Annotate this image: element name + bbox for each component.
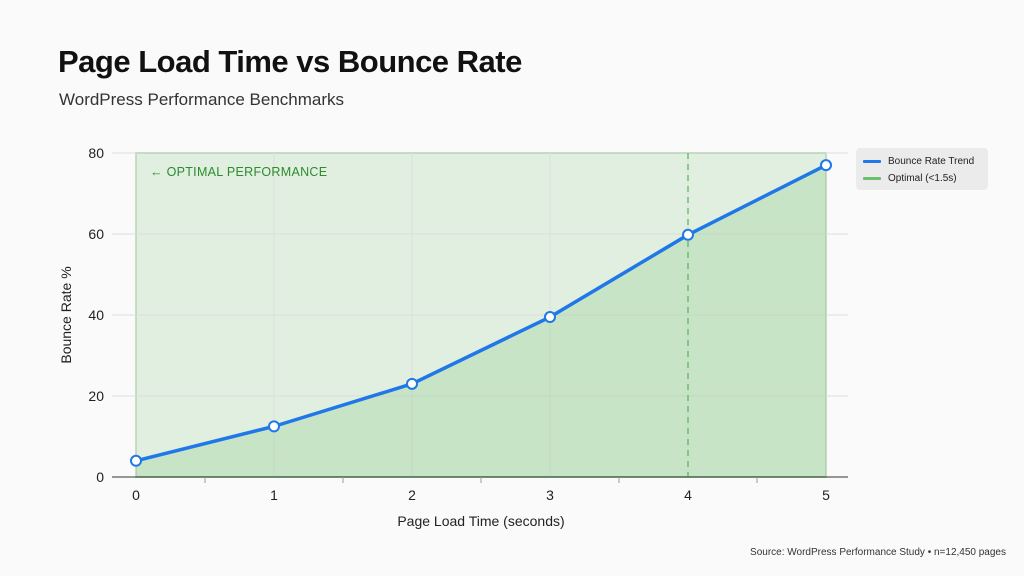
legend-swatch-trend — [863, 159, 881, 163]
series-line-bounce-rate — [134, 163, 828, 463]
x-axis-title: Page Load Time (seconds) — [397, 513, 564, 529]
legend-label-trend: Bounce Rate Trend — [888, 155, 975, 167]
x-tick-label: 3 — [546, 487, 554, 503]
data-point — [406, 377, 418, 390]
legend-item-optimal: Optimal (<1.5s) — [863, 171, 957, 185]
y-axis-title: Bounce Rate % — [58, 266, 74, 363]
optimal-annotation: ← OPTIMAL PERFORMANCE — [150, 165, 327, 179]
chart-subtitle: WordPress Performance Benchmarks — [59, 90, 345, 109]
x-tick-label: 2 — [408, 487, 416, 503]
y-tick-label: 40 — [88, 307, 104, 323]
chart-title: Page Load Time vs Bounce Rate — [58, 44, 522, 79]
data-point — [130, 454, 142, 467]
y-tick-label: 0 — [96, 469, 104, 485]
series-area — [136, 165, 826, 477]
legend-label-optimal: Optimal (<1.5s) — [888, 172, 957, 184]
chart-legend: Bounce Rate Trend Optimal (<1.5s) — [856, 148, 988, 190]
x-tick-label: 5 — [822, 487, 830, 503]
data-point — [544, 311, 556, 324]
data-point — [820, 159, 832, 172]
x-tick-label: 4 — [684, 487, 692, 503]
legend-swatch-optimal — [863, 176, 881, 180]
source-note: Source: WordPress Performance Study • n=… — [750, 547, 1006, 558]
data-point — [268, 420, 280, 433]
y-tick-label: 20 — [88, 388, 104, 404]
y-tick-label: 60 — [88, 226, 104, 242]
y-tick-label: 80 — [88, 145, 104, 161]
x-tick-label: 0 — [132, 487, 140, 503]
data-point — [682, 228, 694, 241]
x-tick-label: 1 — [270, 487, 278, 503]
legend-item-trend: Bounce Rate Trend — [863, 154, 974, 168]
